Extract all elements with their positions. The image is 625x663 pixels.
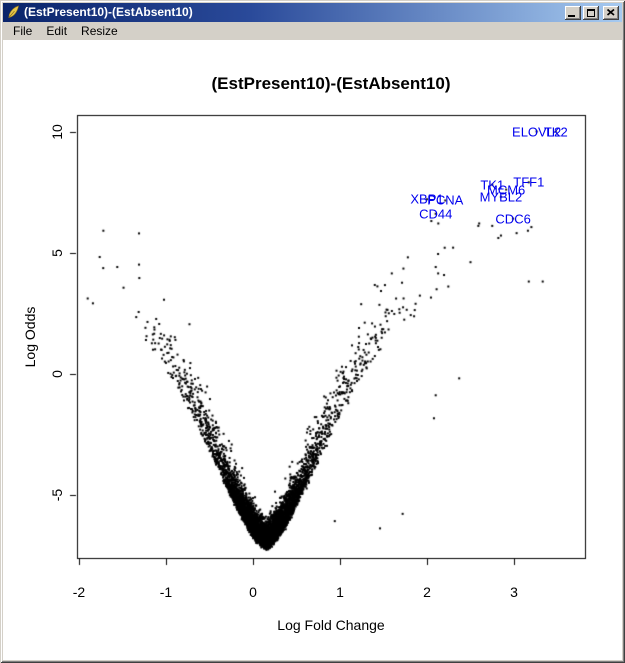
maximize-icon [587, 8, 595, 17]
x-tick-label-0: 0 [249, 584, 257, 600]
plot-title: (EstPresent10)-(EstAbsent10) [211, 74, 451, 93]
x-tick-label-2: 2 [423, 584, 431, 600]
x-tick-label--2: -2 [72, 584, 86, 600]
menu-resize[interactable]: Resize [81, 24, 118, 38]
gene-label-mybl2: MYBL2 [479, 189, 523, 205]
menu-edit[interactable]: Edit [46, 24, 68, 38]
window-title: (EstPresent10)-(EstAbsent10) [24, 5, 193, 19]
y-tick-label-0: 0 [49, 369, 65, 378]
y-tick-label-10: 10 [49, 123, 65, 140]
x-tick-label--1: -1 [159, 584, 173, 600]
close-button[interactable] [603, 5, 619, 20]
close-icon [607, 9, 615, 16]
window-controls [565, 5, 619, 20]
x-axis-title: Log Fold Change [277, 617, 385, 633]
gene-label-tk1: TK1 [480, 177, 505, 193]
volcano-plot-canvas [3, 40, 622, 660]
y-axis-title: Log Odds [22, 306, 38, 367]
gene-label-tff1: TFF1 [513, 174, 545, 190]
minimize-button[interactable] [565, 5, 581, 20]
menu-file[interactable]: File [13, 24, 33, 38]
gene-label-elovl2: ELOVL2 [512, 124, 562, 139]
x-tick-label-3: 3 [510, 584, 518, 600]
minimize-icon [568, 14, 575, 17]
maximize-button[interactable] [583, 5, 599, 20]
graphics-device-area: (EstPresent10)-(EstAbsent10) Log Fold Ch… [3, 40, 622, 660]
gene-label-pcna: PCNA [427, 192, 464, 208]
gene-label-cdc6: CDC6 [495, 211, 531, 227]
gene-label-tk2: TK2 [543, 124, 568, 139]
menu-bar: File Edit Resize [3, 22, 622, 40]
y-tick-label-5: 5 [49, 248, 65, 257]
gene-label-cd44: CD44 [419, 206, 453, 222]
title-bar[interactable]: (EstPresent10)-(EstAbsent10) [3, 3, 622, 22]
x-tick-label-1: 1 [336, 584, 344, 600]
y-tick-label--5: -5 [49, 488, 65, 501]
gene-label-mcm6: MCM6 [487, 182, 526, 198]
feather-icon[interactable] [6, 5, 21, 20]
gene-label-xbp1: XBP1 [410, 191, 444, 207]
